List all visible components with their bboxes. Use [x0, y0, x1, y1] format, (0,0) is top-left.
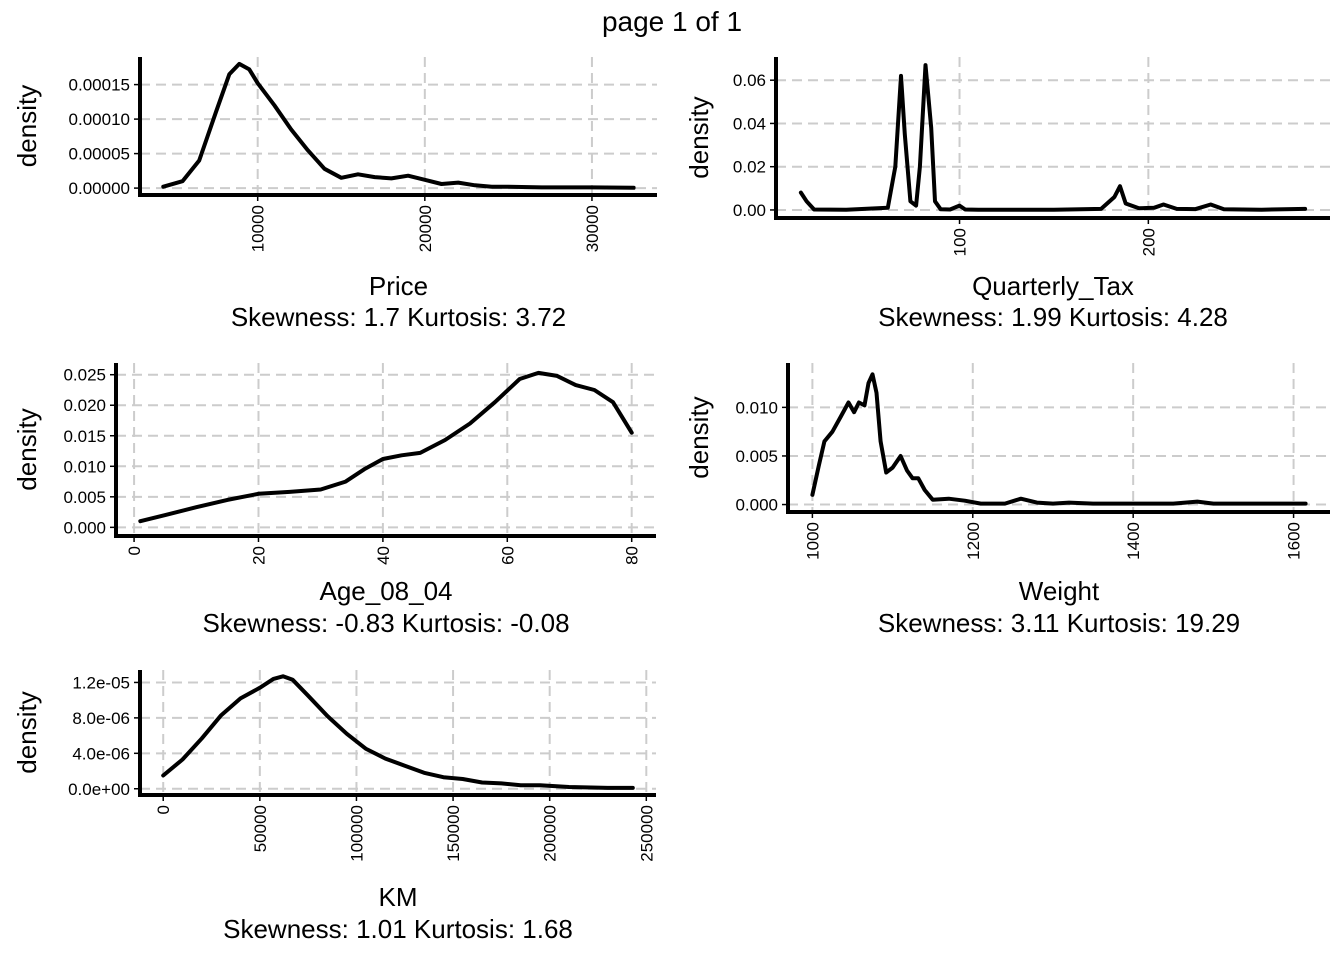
skewness-kurtosis-caption: Skewness: 1.01 Kurtosis: 1.68 [223, 914, 573, 944]
x-axis-title: Price [369, 271, 428, 301]
y-tick-label: 0.025 [63, 366, 106, 385]
y-tick-label: 0.06 [733, 71, 766, 90]
y-tick-label: 0.000 [63, 518, 106, 537]
x-tick-label: 150000 [444, 805, 463, 862]
y-tick-label: 1.2e-05 [72, 673, 130, 692]
x-tick-label: 100 [951, 228, 970, 256]
y-axis-title: density [12, 408, 42, 490]
x-axis-title: Age_08_04 [319, 576, 452, 606]
y-tick-label: 0.00 [733, 201, 766, 220]
x-tick-label: 30000 [583, 205, 602, 252]
x-tick-label: 1000 [803, 522, 822, 560]
x-tick-label: 1600 [1285, 522, 1304, 560]
y-tick-label: 8.0e-06 [72, 709, 130, 728]
x-tick-label: 40 [374, 546, 393, 565]
y-tick-label: 0.010 [735, 398, 778, 417]
skewness-kurtosis-caption: Skewness: 1.99 Kurtosis: 4.28 [878, 302, 1228, 332]
y-axis-title: density [684, 96, 714, 178]
y-tick-label: 0.00005 [69, 145, 130, 164]
y-tick-label: 0.005 [63, 488, 106, 507]
x-tick-label: 100000 [347, 805, 366, 862]
x-axis-title: Quarterly_Tax [972, 271, 1134, 301]
skewness-kurtosis-caption: Skewness: 3.11 Kurtosis: 19.29 [878, 608, 1240, 638]
x-tick-label: 200000 [541, 805, 560, 862]
density-curve [810, 372, 1308, 506]
y-tick-label: 0.005 [735, 447, 778, 466]
weight-density-chart: 0.000 0.005 0.010 1000 1200 1400 1600 density We… [684, 363, 1330, 638]
y-tick-label: 0.04 [733, 114, 766, 133]
page-title: page 1 of 1 [601, 6, 743, 37]
y-tick-label: 0.015 [63, 427, 106, 446]
x-tick-label: 200 [1139, 228, 1158, 256]
y-tick-label: 4.0e-06 [72, 744, 130, 763]
skewness-kurtosis-caption: Skewness: -0.83 Kurtosis: -0.08 [202, 608, 569, 638]
density-curve [161, 674, 635, 790]
y-tick-label: 0.00000 [69, 179, 130, 198]
density-curve [798, 63, 1308, 212]
density-curve [138, 370, 634, 524]
y-axis-title: density [684, 396, 714, 478]
x-tick-label: 1400 [1124, 522, 1143, 560]
x-tick-label: 20 [249, 546, 268, 565]
y-tick-label: 0.000 [735, 496, 778, 515]
x-tick-label: 250000 [637, 805, 656, 862]
density-curve [161, 61, 636, 190]
age-density-chart: 0.000 0.005 0.010 0.015 0.020 0.025 0 20 40 60 80 d… [12, 363, 656, 638]
x-axis-title: KM [379, 882, 418, 912]
x-tick-label: 50000 [251, 805, 270, 852]
x-tick-label: 1200 [964, 522, 983, 560]
quarterly-tax-density-chart: 0.00 0.02 0.04 0.06 100 200 density Quarterly_T… [684, 57, 1330, 332]
price-density-chart: 0.00000 0.00005 0.00010 0.00015 10000 20000 30… [12, 57, 657, 332]
y-tick-label: 0.0e+00 [68, 780, 130, 799]
x-tick-label: 0 [125, 546, 144, 555]
y-axis-title: density [12, 85, 42, 167]
skewness-kurtosis-caption: Skewness: 1.7 Kurtosis: 3.72 [231, 302, 566, 332]
x-tick-label: 0 [154, 805, 173, 814]
y-tick-label: 0.02 [733, 158, 766, 177]
y-tick-label: 0.020 [63, 396, 106, 415]
x-tick-label: 10000 [249, 205, 268, 252]
y-axis-title: density [12, 691, 42, 773]
x-tick-label: 60 [498, 546, 517, 565]
km-density-chart: 0.0e+00 4.0e-06 8.0e-06 1.2e-05 0 50000 100000… [12, 670, 656, 944]
y-tick-label: 0.00015 [69, 76, 130, 95]
x-axis-title: Weight [1019, 576, 1100, 606]
y-tick-label: 0.00010 [69, 110, 130, 129]
x-tick-label: 20000 [416, 205, 435, 252]
y-tick-label: 0.010 [63, 457, 106, 476]
x-tick-label: 80 [623, 546, 642, 565]
